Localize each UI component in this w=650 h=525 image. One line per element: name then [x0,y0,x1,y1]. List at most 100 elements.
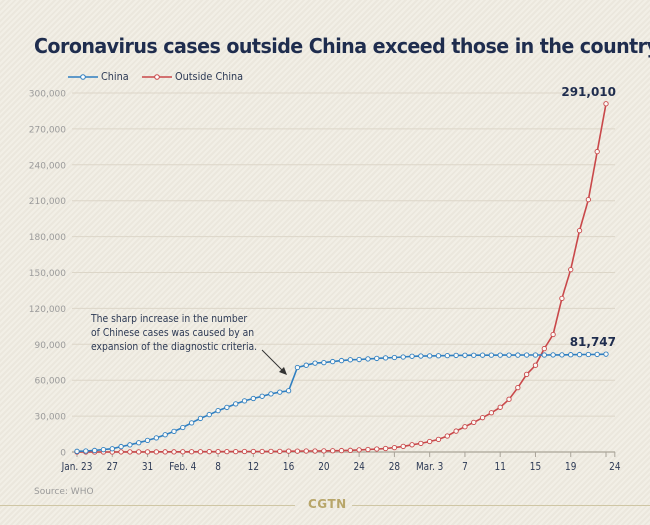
y-tick-label: 180,000 [29,233,66,243]
data-point-china [471,352,477,358]
data-point-china [374,355,380,362]
annotation-text: expansion of the diagnostic criteria. [91,342,257,354]
data-point-outside-china [241,448,248,455]
data-point-outside-china [127,449,133,455]
x-tick-label: 31 [142,461,153,473]
data-point-china [603,351,609,357]
annotation-text: of Chinese cases was caused by an [91,328,254,340]
data-point-outside-china [365,446,371,453]
data-point-china [506,352,512,358]
legend: China Outside China [68,70,263,83]
y-tick-label: 0 [60,449,66,459]
x-tick-label: 19 [565,461,576,473]
data-point-outside-china [233,448,239,455]
data-point-china [83,448,89,454]
data-point-outside-china [603,101,609,107]
x-tick-label: 28 [389,461,400,473]
data-point-outside-china [136,449,142,455]
data-point-outside-china [356,447,362,453]
data-point-outside-china [435,436,442,443]
legend-item-china: China [68,70,132,83]
data-point-outside-china [524,371,530,378]
data-point-outside-china [347,447,353,453]
data-point-outside-china [294,448,301,454]
data-point-china [268,391,274,397]
x-tick-label: Jan. 23 [61,461,93,473]
end-labels: 81,747 291,010 [561,85,616,349]
annotation-text: The sharp increase in the number [90,314,248,326]
x-tick-label: Mar. 3 [416,461,443,473]
x-tick-label: 12 [248,461,259,473]
data-point-china [127,442,133,448]
annotation-arrow [261,349,285,373]
data-point-china [479,352,486,358]
y-axis-ticks: 0 30,000 60,000 90,000 120,000 150,000 180,000… [29,90,66,459]
data-point-outside-china [418,440,424,447]
legend-item-outside-china: Outside China [142,70,252,83]
legend-label-china: China [101,70,129,83]
data-point-outside-china [374,446,380,452]
data-point-outside-china [303,448,309,454]
series-line-outside-china [77,103,607,453]
data-point-outside-china [268,448,274,455]
x-tick-label: 24 [609,461,620,473]
data-point-china [576,351,583,358]
data-point-outside-china [224,448,230,455]
data-point-outside-china [382,445,389,452]
data-point-china [233,401,239,407]
data-point-outside-china [153,449,160,455]
data-point-outside-china [144,449,151,455]
data-point-china [171,428,177,435]
data-point-china [91,447,98,454]
data-point-outside-china [312,448,318,454]
data-point-china [524,352,530,358]
y-tick-label: 60,000 [35,377,67,387]
x-tick-label: 27 [107,461,118,473]
data-point-outside-china [585,196,592,203]
data-point-china [74,448,80,454]
source-note: Source: WHO [34,487,94,497]
data-point-outside-china [515,385,521,391]
data-point-china [365,356,371,362]
data-point-outside-china [197,449,204,455]
data-point-outside-china [550,331,556,338]
data-point-china [409,353,415,359]
data-point-china [277,389,283,395]
data-point-outside-china [180,449,186,455]
data-point-outside-china [206,449,212,455]
data-point-china [347,357,353,363]
data-point-china [206,412,212,418]
y-tick-label: 300,000 [29,90,66,100]
data-point-china [541,352,547,358]
gridlines [72,92,615,417]
data-point-china [294,364,301,371]
data-point-outside-china [330,448,336,454]
data-point-china [215,407,221,414]
x-tick-label: 8 [215,461,221,473]
data-point-china [153,435,160,441]
data-point-outside-china [568,266,574,273]
end-label-outside-china: 291,010 [561,85,616,99]
data-point-china [188,420,195,426]
data-point-china [136,440,142,446]
data-point-outside-china [285,448,292,454]
data-point-outside-china [506,396,512,402]
data-point-china [109,446,115,452]
data-point-outside-china [532,362,539,368]
y-tick-label: 90,000 [35,341,67,351]
footer-divider-left [0,505,295,506]
data-point-china [568,352,574,358]
data-point-china [532,352,539,358]
x-tick-label: 24 [353,461,364,473]
x-axis: Jan. 23 27 31 Feb. 4 8 12 16 20 24 28 Mar. 3 7 11 15 1… [61,451,620,473]
data-point-outside-china [479,415,486,421]
data-point-china [427,353,433,359]
data-point-china [162,432,168,438]
legend-china-marker-icon [68,73,98,80]
data-point-outside-china [559,295,565,302]
x-tick-label: 7 [462,461,468,473]
data-point-china [330,358,336,365]
data-point-china [497,352,503,358]
y-tick-label: 210,000 [29,197,66,207]
